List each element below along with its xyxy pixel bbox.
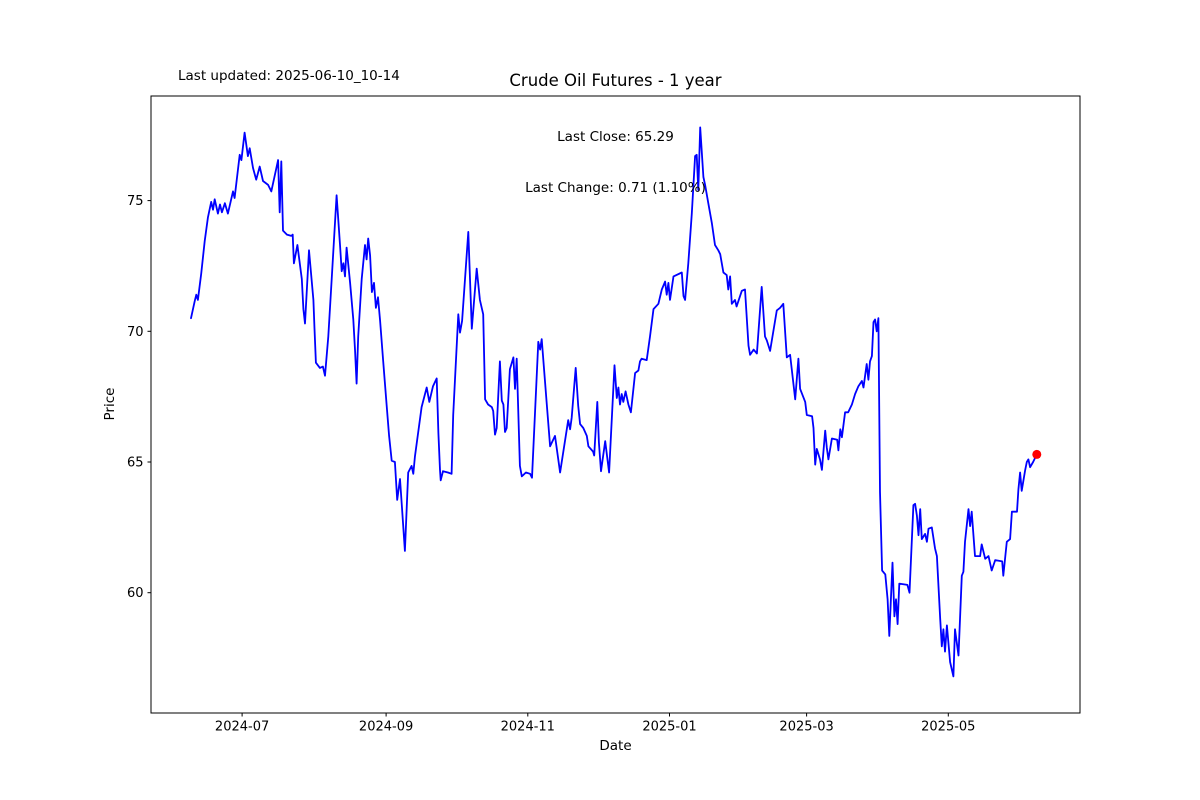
x-tick-label: 2025-01 [642, 720, 696, 735]
y-tick-label: 75 [127, 194, 144, 209]
annotation-last-change: Last Change: 0.71 (1.10%) [525, 180, 706, 196]
y-tick-label: 65 [127, 456, 144, 471]
last-updated-text: Last updated: 2025-06-10_10-14 [178, 68, 400, 84]
axis-ticks: 2024-07 2024-09 2024-11 2025-01 2025-03 2025-… [127, 194, 976, 734]
y-tick-label: 70 [127, 325, 144, 340]
annotation-last-close: Last Close: 65.29 [557, 129, 674, 145]
chart-title: Crude Oil Futures - 1 year [509, 71, 722, 90]
x-tick-label: 2024-11 [501, 720, 555, 735]
x-tick-label: 2025-05 [921, 720, 975, 735]
last-close-annotation: Last Close: 65.29 Last Change: 0.71 (1.1… [151, 95, 1080, 231]
x-tick-label: 2024-09 [359, 720, 413, 735]
x-tick-label: 2025-03 [779, 720, 833, 735]
x-axis-label: Date [599, 738, 632, 754]
plot-frame [150, 95, 1081, 714]
y-axis-label: Price [102, 387, 118, 421]
x-tick-label: 2024-07 [215, 720, 269, 735]
price-line [190, 126, 1038, 678]
last-price-marker [1032, 449, 1042, 459]
y-tick-label: 60 [127, 586, 144, 601]
